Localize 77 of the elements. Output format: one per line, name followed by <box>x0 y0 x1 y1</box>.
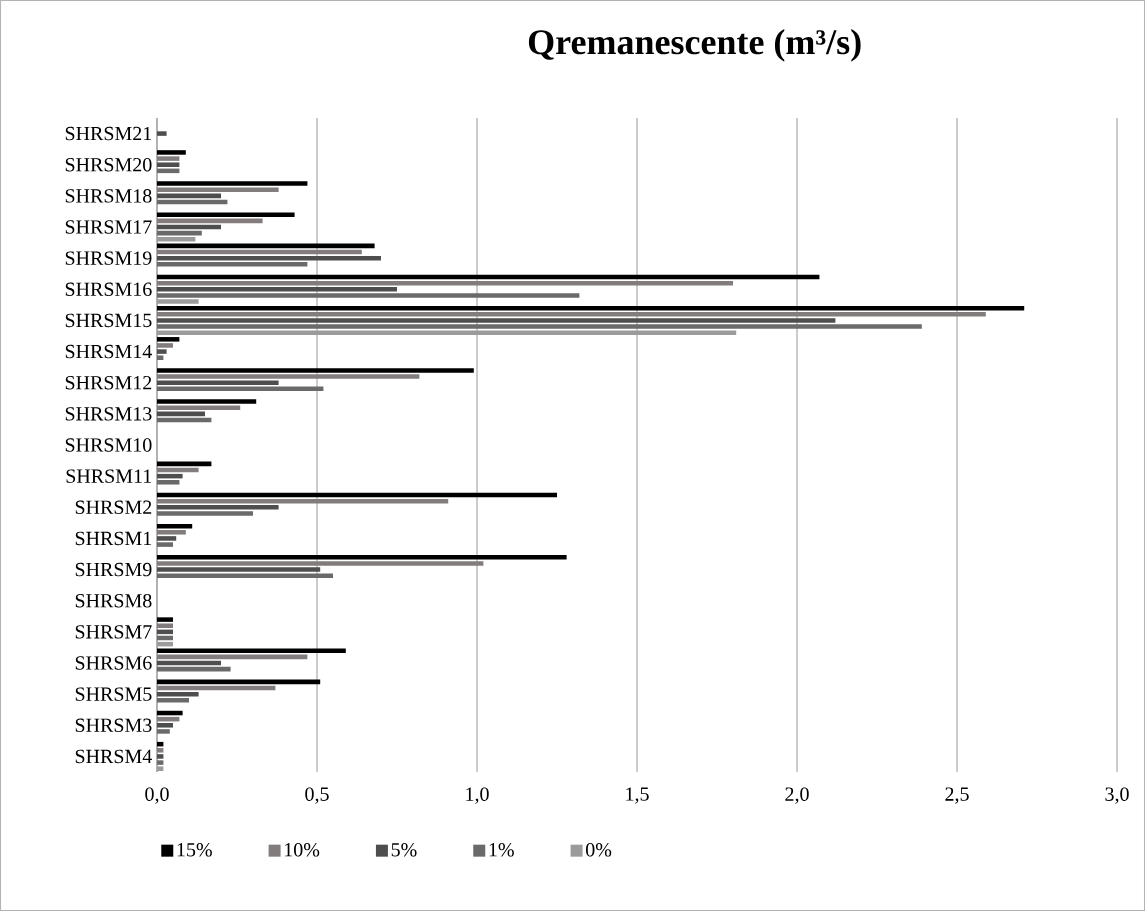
bar <box>157 324 922 329</box>
y-tick-label: SHRSM18 <box>65 189 152 203</box>
bar <box>157 573 334 578</box>
bar <box>157 380 279 385</box>
bar <box>157 567 321 572</box>
bar <box>157 748 164 753</box>
bar <box>157 405 241 410</box>
bar <box>157 505 279 510</box>
legend-label: 5% <box>391 843 417 857</box>
bar <box>157 187 279 192</box>
x-tick-label: 0,5 <box>305 787 329 804</box>
legend-label: 10% <box>285 843 320 857</box>
y-tick-label: SHRSM13 <box>65 407 152 421</box>
y-tick-label: SHRSM15 <box>65 313 152 328</box>
bar <box>157 262 308 267</box>
y-tick-label: SHRSM12 <box>65 376 152 390</box>
bar <box>157 561 484 566</box>
bar <box>157 480 180 485</box>
bar <box>157 131 167 136</box>
bar <box>157 312 986 317</box>
y-tick-label: SHRSM16 <box>65 282 152 296</box>
y-tick-label: SHRSM19 <box>65 251 152 265</box>
x-tick-label: 1,5 <box>626 787 649 804</box>
bar <box>157 181 308 186</box>
chart-title: Qremanescente (m³/s) <box>528 28 861 62</box>
y-tick-label: SHRSM7 <box>75 625 152 639</box>
bar <box>157 156 180 161</box>
y-tick-label: SHRSM6 <box>75 656 152 670</box>
bar <box>157 355 164 360</box>
bar <box>157 349 167 354</box>
y-tick-label: SHRSM2 <box>75 500 152 514</box>
y-tick-label: SHRSM9 <box>75 562 152 577</box>
bar <box>157 623 173 628</box>
bar <box>157 399 257 404</box>
y-tick-label: SHRSM17 <box>65 220 152 234</box>
bar <box>157 754 164 759</box>
y-tick-label: SHRSM11 <box>66 469 152 483</box>
bar <box>157 511 253 516</box>
legend-label: 0% <box>586 843 612 857</box>
y-tick-label: SHRSM10 <box>65 438 152 452</box>
y-tick-label: SHRSM4 <box>75 749 152 764</box>
y-tick-label: SHRSM8 <box>75 593 152 608</box>
x-tick-label: 2,5 <box>945 787 969 804</box>
bar <box>157 536 177 541</box>
bar <box>157 555 567 560</box>
bar <box>157 287 398 292</box>
x-tick-label: 3,0 <box>1105 787 1129 804</box>
bar <box>157 760 164 765</box>
bar <box>157 710 183 716</box>
x-tick-label: 1,0 <box>466 787 489 804</box>
bar <box>157 150 186 155</box>
x-tick-label: 2,0 <box>785 787 809 804</box>
bar <box>157 162 180 167</box>
y-tick-label: SHRSM3 <box>75 718 152 733</box>
bar <box>157 368 474 373</box>
bar <box>157 723 173 728</box>
bar <box>157 698 190 703</box>
x-tick-label: 0,0 <box>145 787 169 804</box>
bar <box>157 648 346 654</box>
y-tick-label: SHRSM1 <box>75 531 152 546</box>
bar <box>157 293 580 298</box>
bar <box>157 729 170 734</box>
bar <box>157 318 836 323</box>
bar <box>157 473 183 479</box>
y-tick-label: SHRSM21 <box>65 126 152 141</box>
y-tick-label: SHRSM14 <box>65 344 152 359</box>
bar <box>157 617 173 622</box>
y-tick-label: SHRSM5 <box>75 687 152 701</box>
bar <box>157 542 173 547</box>
bar <box>157 343 173 348</box>
bar <box>157 337 180 342</box>
bar <box>157 374 420 379</box>
legend-label: 15% <box>177 843 212 857</box>
y-tick-label: SHRSM20 <box>65 157 152 172</box>
bar <box>157 212 295 217</box>
legend-label: 1% <box>489 843 514 857</box>
bar <box>157 530 186 535</box>
